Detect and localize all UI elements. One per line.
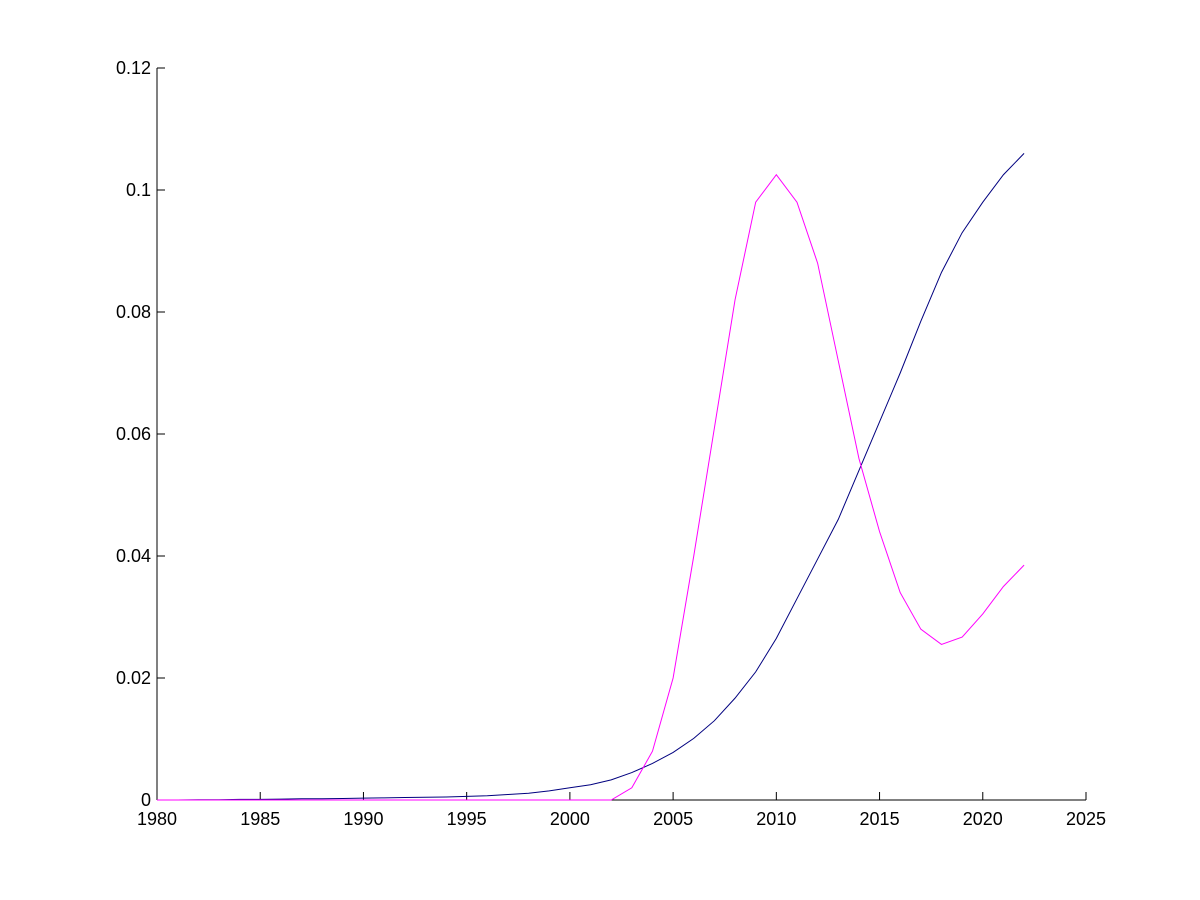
x-tick-label: 2005: [653, 809, 693, 829]
y-tick-label: 0.08: [116, 302, 151, 322]
x-tick-label: 2010: [756, 809, 796, 829]
y-tick-label: 0.04: [116, 546, 151, 566]
x-tick-label: 2000: [550, 809, 590, 829]
series-line: [157, 173, 1025, 801]
x-tick-label: 1980: [137, 809, 177, 829]
x-tick-label: 2020: [963, 809, 1003, 829]
x-tick-label: 1995: [447, 809, 487, 829]
x-tick-label: 2025: [1066, 809, 1106, 829]
y-tick-label: 0.1: [126, 180, 151, 200]
x-tick-label: 1990: [343, 809, 383, 829]
series-line: [157, 153, 1025, 801]
y-tick-label: 0.12: [116, 58, 151, 78]
x-tick-label: 2015: [860, 809, 900, 829]
y-tick-label: 0.06: [116, 424, 151, 444]
x-tick-label: 1985: [240, 809, 280, 829]
y-tick-label: 0: [141, 790, 151, 810]
y-tick-label: 0.02: [116, 668, 151, 688]
